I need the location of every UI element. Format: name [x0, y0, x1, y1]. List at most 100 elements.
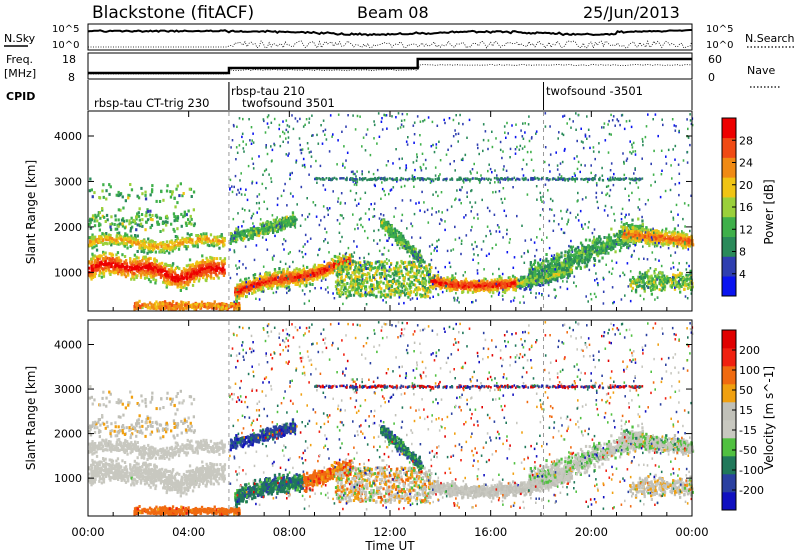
power-cell: [424, 280, 427, 284]
power-cell: [146, 265, 149, 269]
power-cell: [343, 260, 346, 264]
power-cell: [439, 283, 443, 286]
power-cell: [404, 239, 407, 243]
power-cell: [174, 276, 177, 280]
power-cell: [101, 267, 105, 271]
power-cell: [107, 236, 110, 240]
power-cell: [297, 280, 300, 284]
power-cell: [106, 218, 109, 222]
power-cell: [215, 303, 218, 307]
power-cell: [453, 284, 456, 288]
power-cell: [278, 276, 281, 280]
power-cell: [274, 221, 277, 225]
power-cell: [227, 306, 230, 310]
power-cell: [423, 274, 426, 278]
power-cell: [111, 259, 114, 263]
power-cell: [274, 281, 277, 284]
power-cell: [463, 287, 466, 291]
power-cell: [269, 220, 272, 224]
power-cell: [130, 234, 133, 238]
power-cell: [504, 279, 507, 283]
power-cell: [211, 243, 215, 247]
power-cell: [156, 220, 159, 224]
power-cell: [317, 271, 321, 275]
power-cell: [251, 227, 255, 230]
power-cell: [207, 237, 210, 241]
power-cell: [357, 285, 360, 289]
power-cell: [285, 224, 289, 228]
power-cell: [176, 219, 179, 222]
power-cell: [106, 242, 109, 246]
power-cell: [556, 277, 559, 281]
power-cell: [422, 281, 426, 285]
power-cell: [440, 277, 443, 281]
power-cell: [564, 264, 567, 268]
power-cell: [295, 283, 299, 286]
power-cell: [435, 274, 438, 278]
power-cell: [368, 293, 372, 297]
power-cell: [547, 278, 550, 282]
power-cell: [190, 195, 193, 198]
power-cell: [358, 275, 361, 279]
power-cell: [173, 229, 176, 233]
power-cell: [342, 255, 345, 259]
power-cell: [386, 229, 390, 233]
power-cell: [124, 275, 128, 279]
power-cell: [241, 291, 244, 295]
power-cell: [134, 306, 137, 309]
power-cell: [447, 278, 450, 282]
power-cell: [145, 220, 148, 224]
power-cell: [99, 236, 102, 240]
power-cell: [313, 274, 316, 278]
power-cell: [148, 246, 151, 250]
power-cell: [205, 262, 208, 266]
power-cell: [454, 287, 458, 291]
power-cell: [362, 272, 365, 276]
power-cell: [91, 237, 94, 241]
power-cell: [335, 271, 339, 275]
power-cell: [301, 275, 304, 279]
power-cell: [279, 284, 282, 288]
power-cell: [404, 293, 407, 297]
power-cell: [185, 306, 188, 310]
power-cell: [423, 277, 427, 281]
power-cell: [153, 265, 156, 269]
power-cell: [140, 186, 143, 190]
power-cell: [205, 304, 208, 308]
power-cell: [204, 267, 207, 271]
power-cell: [496, 289, 499, 293]
power-cell: [101, 208, 104, 212]
power-cell: [243, 288, 247, 292]
power-cell: [247, 238, 250, 242]
power-cell: [182, 215, 185, 219]
power-cell: [213, 300, 216, 304]
power-cell: [132, 276, 135, 280]
power-cell: [355, 291, 358, 295]
power-cell: [210, 266, 213, 270]
power-cell: [229, 305, 233, 309]
power-cell: [391, 280, 395, 284]
power-cell: [92, 238, 95, 242]
power-cell: [209, 233, 213, 237]
power-cell: [426, 271, 429, 275]
power-cell: [368, 261, 372, 265]
power-cell: [451, 274, 454, 278]
power-cell: [179, 306, 182, 310]
power-cell: [205, 236, 208, 240]
power-cell: [237, 291, 240, 295]
power-cell: [402, 234, 405, 238]
power-cell: [287, 278, 290, 282]
power-cell: [383, 222, 386, 226]
power-cell: [256, 284, 260, 288]
power-cell: [196, 305, 199, 309]
power-cell: [442, 277, 446, 281]
power-cell: [176, 283, 179, 287]
power-cell: [261, 230, 265, 234]
power-cell: [195, 306, 198, 310]
power-cell: [221, 305, 225, 309]
power-cell: [369, 289, 372, 293]
power-cell: [569, 270, 572, 274]
power-cell: [98, 274, 101, 278]
power-cell: [283, 274, 286, 278]
power-cell: [243, 286, 246, 290]
